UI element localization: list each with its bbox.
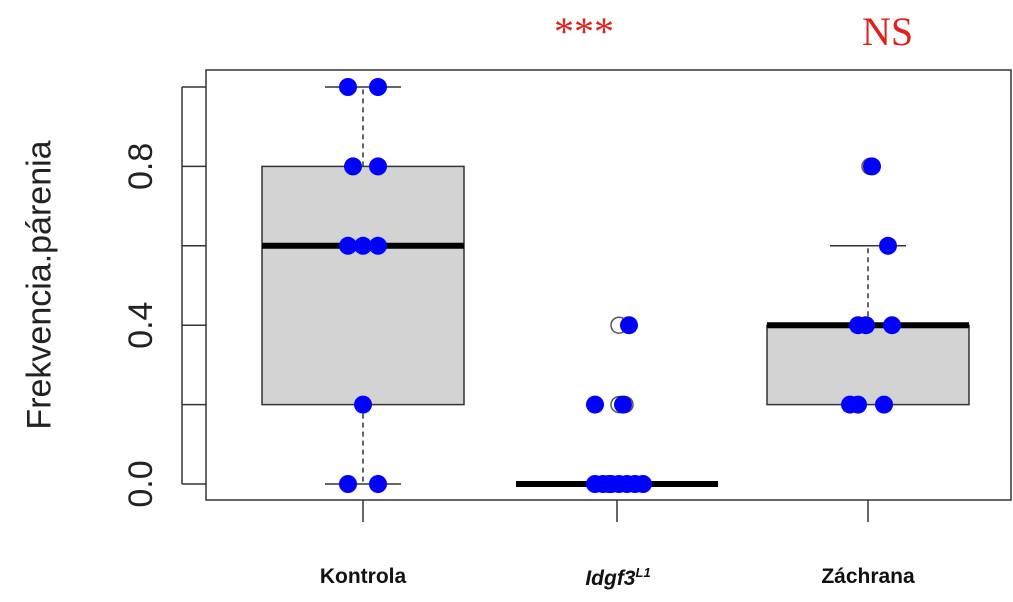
- data-point-0-1: [369, 475, 387, 493]
- data-point-0-8: [339, 78, 357, 96]
- data-point-0-6: [344, 157, 362, 176]
- data-point-0-5: [369, 236, 387, 255]
- data-point-0-4: [354, 236, 372, 255]
- y-tick-label-0.0: 0.0: [122, 460, 160, 507]
- data-point-2-2: [875, 395, 893, 414]
- box-2: [766, 324, 970, 406]
- y-tick-label-0.8: 0.8: [122, 143, 160, 190]
- data-point-2-7: [863, 157, 881, 176]
- x-category-label-idgf3: Idgf3L1: [585, 565, 651, 590]
- box-0: [261, 165, 465, 406]
- data-point-1-8: [586, 395, 604, 414]
- data-point-2-6: [879, 236, 897, 255]
- data-point-2-5: [883, 316, 901, 335]
- data-point-0-7: [369, 157, 387, 176]
- x-category-label-zachrana: Záchrana: [821, 565, 915, 588]
- y-axis-label: Frekvencia.párenia: [20, 140, 59, 430]
- y-tick-label-0.4: 0.4: [122, 302, 160, 349]
- data-point-0-0: [339, 475, 357, 493]
- data-point-0-3: [339, 236, 357, 255]
- x-category-label-kontrola: Kontrola: [319, 565, 407, 588]
- data-point-0-2: [354, 395, 372, 414]
- data-point-1-6: [634, 475, 652, 493]
- data-point-1-10: [620, 316, 638, 335]
- data-point-0-9: [369, 78, 387, 96]
- significance-label-idgf3: ***: [554, 9, 614, 54]
- significance-label-zachrana: NS: [862, 9, 914, 54]
- data-point-2-4: [857, 316, 875, 335]
- data-point-1-7: [600, 475, 618, 493]
- data-point-1-9: [614, 395, 632, 414]
- data-point-2-1: [849, 395, 867, 414]
- plot-frame: [205, 69, 1012, 501]
